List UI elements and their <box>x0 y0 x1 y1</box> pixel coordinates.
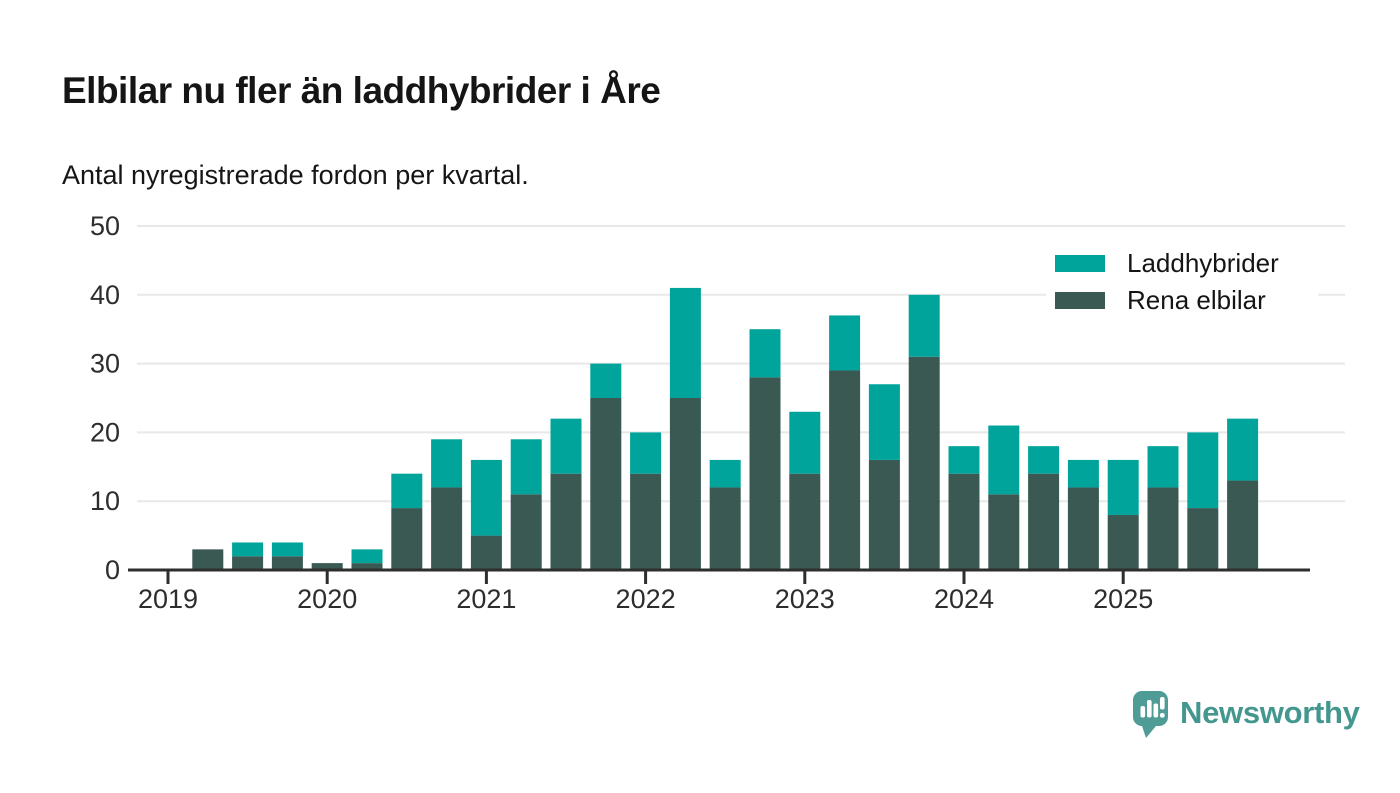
bar-segment-laddhybrider <box>749 329 781 378</box>
bar-segment-laddhybrider <box>351 549 383 564</box>
legend: Laddhybrider Rena elbilar <box>1046 246 1318 316</box>
bar-segment-laddhybrider <box>669 287 701 398</box>
bar-series <box>192 287 1259 570</box>
bar-segment-rena-elbilar <box>271 556 303 570</box>
bar-segment-rena-elbilar <box>550 473 582 570</box>
bar-segment-laddhybrider <box>1147 446 1179 488</box>
bar-segment-laddhybrider <box>630 432 662 474</box>
bar-segment-rena-elbilar <box>709 487 741 570</box>
bar-segment-rena-elbilar <box>908 356 940 570</box>
bar-segment-rena-elbilar <box>510 494 542 570</box>
bar-segment-laddhybrider <box>1067 459 1099 488</box>
bar-segment-laddhybrider <box>590 363 622 398</box>
newsworthy-logo: Newsworthy <box>1133 691 1361 738</box>
legend-label-laddhybrider: Laddhybrider <box>1127 248 1279 278</box>
bar-segment-rena-elbilar <box>192 549 224 570</box>
bar-chart-bubble-icon <box>1133 691 1168 738</box>
bar-segment-rena-elbilar <box>590 398 622 570</box>
brand-name: Newsworthy <box>1180 695 1361 730</box>
x-tick-label: 2020 <box>297 584 357 614</box>
bar-segment-rena-elbilar <box>431 487 463 570</box>
x-tick-label: 2024 <box>934 584 994 614</box>
bar-segment-laddhybrider <box>1227 418 1259 481</box>
bar-segment-laddhybrider <box>829 315 861 371</box>
bar-segment-rena-elbilar <box>1107 514 1139 570</box>
bar-segment-rena-elbilar <box>829 370 861 570</box>
bar-segment-laddhybrider <box>1187 432 1219 509</box>
x-axis-ticks <box>166 570 1125 584</box>
bar-segment-laddhybrider <box>789 411 821 474</box>
bar-segment-laddhybrider <box>232 542 264 557</box>
bar-segment-rena-elbilar <box>630 473 662 570</box>
chart-subtitle: Antal nyregistrerade fordon per kvartal. <box>62 160 529 190</box>
bar-segment-rena-elbilar <box>789 473 821 570</box>
y-tick-label: 0 <box>105 555 120 585</box>
bar-segment-laddhybrider <box>510 439 542 495</box>
legend-label-rena-elbilar: Rena elbilar <box>1127 285 1266 315</box>
bar-segment-laddhybrider <box>948 446 980 474</box>
y-axis-labels: 0 10 20 30 40 50 <box>90 211 120 585</box>
bar-segment-rena-elbilar <box>232 556 264 570</box>
x-tick-label: 2025 <box>1093 584 1153 614</box>
bar-segment-rena-elbilar <box>1227 480 1259 570</box>
bar-segment-rena-elbilar <box>1147 487 1179 570</box>
legend-swatch-laddhybrider <box>1055 255 1105 272</box>
bar-segment-laddhybrider <box>709 459 741 488</box>
x-tick-label: 2022 <box>616 584 676 614</box>
y-tick-label: 10 <box>90 486 120 516</box>
bar-segment-laddhybrider <box>1107 459 1139 515</box>
bar-segment-laddhybrider <box>1028 446 1060 474</box>
y-tick-label: 30 <box>90 349 120 379</box>
y-tick-label: 20 <box>90 417 120 447</box>
bar-segment-rena-elbilar <box>1067 487 1099 570</box>
legend-swatch-rena-elbilar <box>1055 292 1105 309</box>
bar-segment-laddhybrider <box>550 418 582 474</box>
bar-segment-rena-elbilar <box>948 473 980 570</box>
bar-segment-rena-elbilar <box>1187 508 1219 570</box>
bar-segment-rena-elbilar <box>311 563 343 570</box>
y-tick-label: 50 <box>90 211 120 241</box>
bar-segment-laddhybrider <box>988 425 1020 495</box>
bar-segment-rena-elbilar <box>669 398 701 570</box>
bar-segment-laddhybrider <box>868 384 900 460</box>
bar-segment-rena-elbilar <box>470 535 502 570</box>
bar-segment-laddhybrider <box>391 473 423 509</box>
bar-segment-laddhybrider <box>431 439 463 488</box>
page-title: Elbilar nu fler än laddhybrider i Åre <box>62 70 660 111</box>
bar-segment-rena-elbilar <box>391 508 423 570</box>
bar-segment-rena-elbilar <box>749 377 781 570</box>
bar-segment-rena-elbilar <box>1028 473 1060 570</box>
x-tick-label: 2021 <box>456 584 516 614</box>
y-tick-label: 40 <box>90 280 120 310</box>
x-tick-label: 2023 <box>775 584 835 614</box>
bar-segment-rena-elbilar <box>868 459 900 570</box>
bar-segment-rena-elbilar <box>988 494 1020 570</box>
bar-segment-laddhybrider <box>908 294 940 357</box>
x-tick-label: 2019 <box>138 584 198 614</box>
x-axis-labels: 2019 2020 2021 2022 2023 2024 2025 <box>138 584 1153 614</box>
bar-segment-laddhybrider <box>271 542 303 557</box>
bar-segment-rena-elbilar <box>351 563 383 570</box>
bar-segment-laddhybrider <box>470 459 502 536</box>
